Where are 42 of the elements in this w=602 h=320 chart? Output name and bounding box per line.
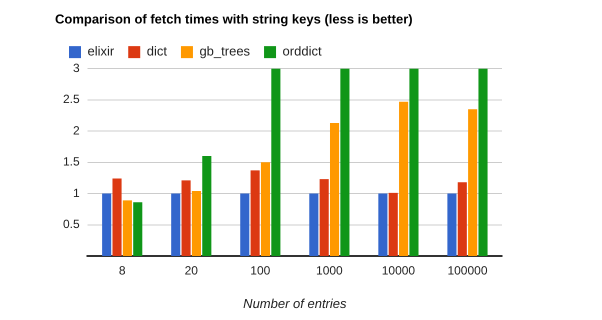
bar [271, 68, 280, 256]
bar [182, 180, 191, 256]
bar [378, 194, 388, 256]
bar [330, 122, 340, 256]
bar [250, 170, 260, 256]
legend-label: orddict [282, 44, 322, 59]
bar [102, 194, 112, 256]
bar [468, 109, 478, 256]
bar [133, 202, 142, 256]
bar [260, 162, 270, 256]
bar [399, 102, 408, 256]
legend-label: elixir [88, 44, 115, 59]
bar [309, 194, 318, 256]
y-tick-label: 1 [72, 186, 80, 200]
x-tick-label: 8 [118, 264, 126, 278]
bar [447, 194, 456, 256]
x-tick-label: 100 [250, 264, 271, 278]
bar [171, 194, 180, 256]
bar [202, 156, 212, 256]
bar [340, 68, 350, 256]
bar [240, 194, 250, 256]
legend-label: gb_trees [199, 44, 251, 59]
bar [409, 68, 419, 256]
y-tick-label: 2.5 [62, 92, 80, 106]
bar [192, 191, 201, 256]
y-tick-label: 0.5 [62, 217, 80, 232]
x-tick-label: 20 [184, 264, 198, 278]
chart-title: Comparison of fetch times with string keys (less is better) [55, 11, 413, 26]
bar [458, 182, 467, 256]
y-tick-label: 1.5 [62, 154, 80, 169]
y-tick-label: 2 [72, 123, 80, 138]
x-tick-label: 10000 [382, 264, 416, 278]
bar [112, 178, 122, 256]
bar [388, 192, 398, 256]
y-tick-label: 3 [72, 60, 80, 75]
legend-label: dict [146, 44, 168, 59]
x-tick-label: 100000 [447, 264, 488, 278]
bar [320, 179, 329, 256]
bar [478, 68, 488, 256]
x-tick-label: 1000 [316, 264, 344, 278]
x-axis-title: Number of entries [243, 296, 347, 311]
bar [122, 200, 132, 256]
